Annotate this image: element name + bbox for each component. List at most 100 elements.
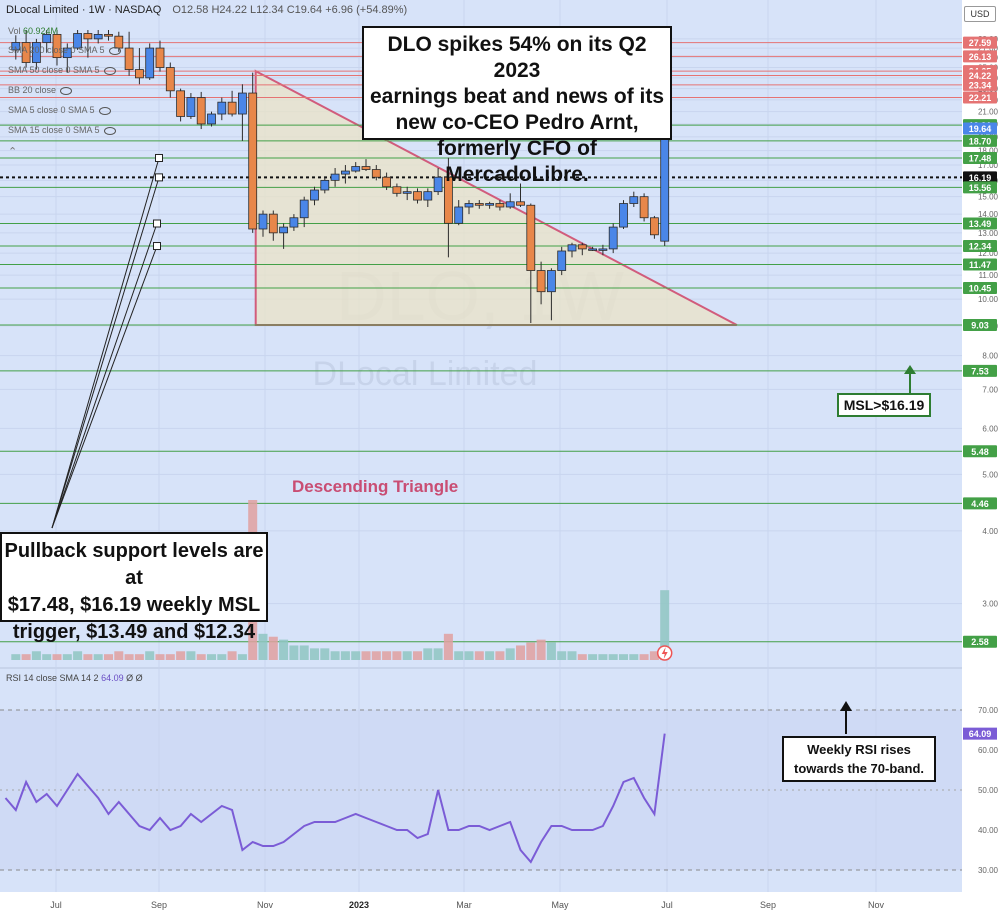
currency-button[interactable]: USD <box>964 6 996 22</box>
level-price-tag-label: 7.53 <box>971 366 989 376</box>
candle-body <box>289 217 299 228</box>
candle-body <box>196 97 206 125</box>
rsi-tick-label: 50.00 <box>978 786 999 795</box>
volume-bar <box>588 654 598 660</box>
volume-bar <box>361 651 371 660</box>
indicator-sma15[interactable]: SMA 15 close 0 SMA 5 <box>8 125 116 135</box>
volume-bar <box>279 639 289 660</box>
volume-bar <box>629 654 639 660</box>
price-tick-label: 17.00 <box>978 161 999 170</box>
headline-line: DLO spikes 54% on its Q2 2023 <box>387 33 647 82</box>
visibility-icon[interactable] <box>60 86 73 95</box>
candle-body <box>433 176 443 193</box>
level-price-tag-label: 13.49 <box>969 219 992 229</box>
time-axis-label: Sep <box>760 900 776 910</box>
msl-label: MSL>$16.19 <box>837 393 931 417</box>
level-price-tag <box>963 181 997 194</box>
level-price-tag-label: 26.13 <box>969 52 992 62</box>
volume-bar <box>155 654 165 660</box>
price-tick-label: 11.00 <box>979 271 999 280</box>
level-price-tag-label: 18.70 <box>969 136 992 146</box>
volume-bar <box>392 651 402 660</box>
level-price-tag-label: 12.34 <box>969 242 992 252</box>
rsi-header[interactable]: RSI 14 close SMA 14 2 64.09 Ø Ø <box>6 673 143 683</box>
rsi-value-tag <box>963 727 997 740</box>
candle-body <box>104 33 113 37</box>
callout-pointer-line <box>51 245 158 529</box>
visibility-icon[interactable] <box>108 46 121 55</box>
volume-bar <box>165 654 175 660</box>
volume-bar <box>546 642 556 660</box>
price-tick-label: 18.00 <box>978 147 999 156</box>
price-tick-label: 6.00 <box>982 424 998 433</box>
level-price-tag-label: 27.59 <box>969 38 992 48</box>
candle-body <box>619 203 628 228</box>
candle-body <box>42 33 52 43</box>
collapse-chevron-icon[interactable]: ⌃ <box>8 146 18 158</box>
volume-bar <box>310 648 319 660</box>
level-price-tag-label: 5.48 <box>971 447 989 457</box>
candle-body <box>577 244 587 250</box>
level-price-tag-label: 16.19 <box>969 173 992 183</box>
candle-body <box>83 33 93 40</box>
rsi-value: 64.09 <box>101 673 124 683</box>
rsi-tick-label: 30.00 <box>978 866 999 875</box>
time-axis-label: Mar <box>456 900 472 910</box>
candle-body <box>557 250 567 271</box>
symbol-title[interactable]: DLocal Limited · 1W · NASDAQ <box>6 4 162 16</box>
candle-body <box>547 270 556 293</box>
indicator-sma5[interactable]: SMA 5 close 0 SMA 5 <box>8 105 111 115</box>
headline-line: formerly CFO of MercadoLibre. <box>437 137 597 186</box>
candle-body <box>93 33 103 40</box>
candle-body <box>454 206 464 224</box>
volume-bar <box>104 654 113 660</box>
price-tick-label: 14.00 <box>978 210 999 219</box>
volume-bar <box>516 645 525 660</box>
volume-bar <box>608 654 618 660</box>
rsi-note-callout: Weekly RSI rises towards the 70-band. <box>782 736 936 782</box>
indicator-sma50[interactable]: SMA 50 close 0 SMA 5 <box>8 65 116 75</box>
volume-bar <box>639 654 649 660</box>
callout-pointer-marker <box>153 242 161 251</box>
volume-bar <box>474 651 484 660</box>
volume-bar <box>93 654 103 660</box>
volume-bar <box>619 654 628 660</box>
candle-body <box>176 90 186 117</box>
visibility-icon[interactable] <box>103 126 116 135</box>
volume-bar <box>237 654 247 660</box>
level-price-tag-label: 10.45 <box>969 284 992 294</box>
rsi-tick-label: 60.00 <box>978 746 999 755</box>
candle-body <box>536 270 546 293</box>
level-price-tag <box>963 635 997 648</box>
volume-bar <box>433 648 443 660</box>
visibility-icon[interactable] <box>98 106 111 115</box>
level-price-tag-label: 19.64 <box>969 124 992 134</box>
level-price-tag <box>963 91 997 104</box>
level-price-tag-label: 11.47 <box>969 260 991 270</box>
volume-value: 60.924M <box>23 26 59 36</box>
rsi-tick-label: 70.00 <box>978 706 999 715</box>
indicator-label: SMA 5 close 0 SMA 5 <box>8 105 95 115</box>
price-tick-label: 12.00 <box>978 249 999 258</box>
volume-bar <box>577 654 587 660</box>
candle-body <box>505 201 515 208</box>
indicator-label: SMA 50 close 0 SMA 5 <box>8 65 100 75</box>
candle-body <box>361 166 371 170</box>
price-tick-label: 15.00 <box>978 193 999 202</box>
candle-body <box>650 217 659 236</box>
candle-body <box>371 169 381 178</box>
candle-body <box>21 42 31 63</box>
time-axis-label: Jul <box>661 900 673 910</box>
time-axis-background <box>0 892 962 914</box>
visibility-icon[interactable] <box>103 66 116 75</box>
callout-pointer-line <box>51 223 158 529</box>
level-price-tag <box>963 240 997 253</box>
rsi-arrow-head <box>840 701 852 711</box>
volume-bar <box>443 633 453 660</box>
indicator-sma200[interactable]: SMA 200 close 0 SMA 5 <box>8 45 121 55</box>
candle-body <box>248 92 258 230</box>
volume-bar <box>526 642 536 660</box>
indicator-bb[interactable]: BB 20 close <box>8 85 73 95</box>
callout-pointer-marker <box>155 153 163 162</box>
